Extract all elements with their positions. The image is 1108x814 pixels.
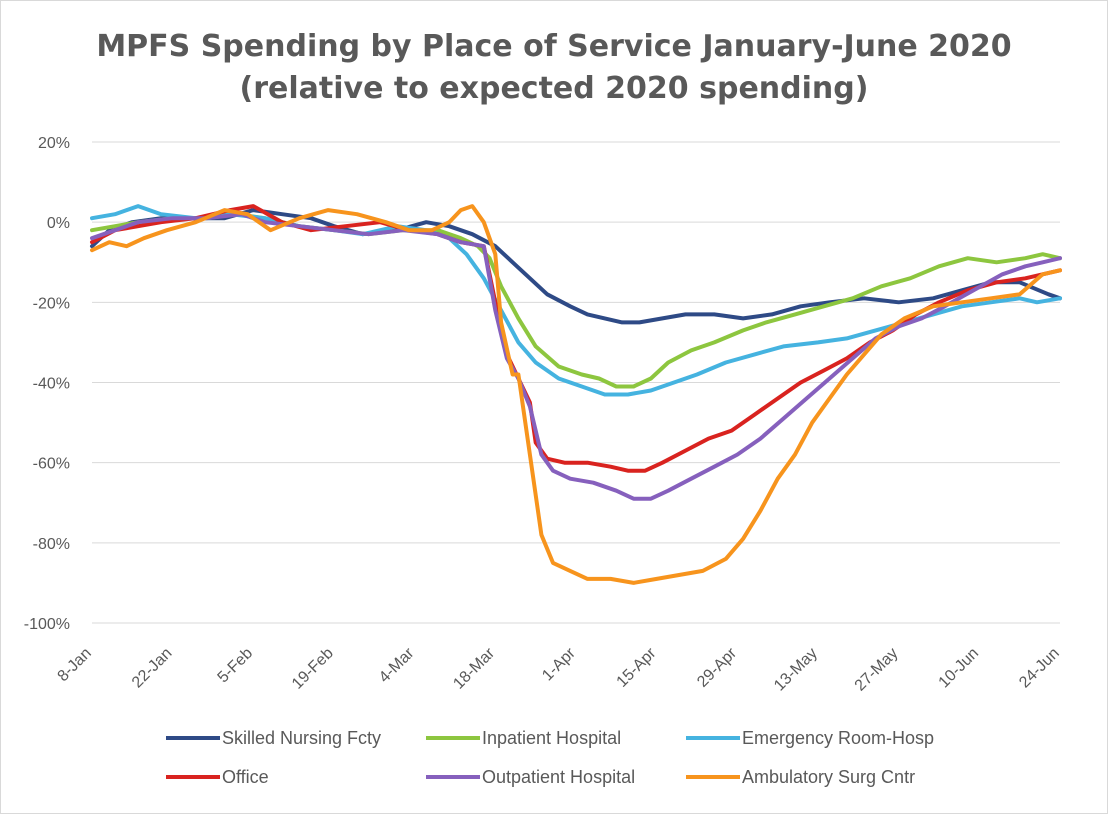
legend-item: Inpatient Hospital (426, 727, 621, 749)
legend-label: Inpatient Hospital (482, 727, 622, 748)
legend-label: Outpatient Hospital (482, 766, 636, 787)
x-axis-tick-labels: 8-Jan 22-Jan 5-Feb 19-Feb 4-Mar 18-Mar 1-Apr 15… (55, 644, 1063, 694)
y-tick-label: -40% (33, 376, 70, 393)
x-tick-label: 18-Mar (450, 644, 498, 692)
legend-swatch (166, 736, 220, 740)
series-line-office (90, 204, 1062, 473)
legend-label: Skilled Nursing Fcty (222, 727, 382, 748)
legend-label: Emergency Room-Hosp (742, 727, 935, 748)
legend-swatch (426, 775, 480, 779)
x-tick-label: 29-Apr (694, 644, 740, 690)
legend-swatch (686, 736, 740, 740)
legend-item: Ambulatory Surg Cntr (686, 766, 915, 788)
x-tick-label: 4-Mar (376, 644, 418, 686)
legend-item: Outpatient Hospital (426, 766, 635, 788)
legend-swatch (426, 736, 480, 740)
legend-swatch (686, 775, 740, 779)
x-tick-label: 1-Apr (539, 644, 579, 684)
x-tick-label: 24-Jun (1016, 645, 1063, 692)
y-tick-label: -20% (33, 295, 70, 312)
series-lines (90, 204, 1062, 585)
x-tick-label: 15-Apr (614, 644, 660, 690)
y-tick-label: -100% (24, 616, 70, 633)
x-tick-label: 13-May (771, 645, 821, 695)
x-tick-label: 27-May (852, 645, 902, 695)
y-tick-label: 20% (38, 135, 70, 152)
y-axis-tick-labels: 20% 0% -20% -40% -60% -80% -100% (24, 135, 70, 633)
chart-title: MPFS Spending by Place of Service Januar… (0, 26, 1108, 110)
x-tick-label: 8-Jan (55, 645, 95, 685)
chart-title-line1: MPFS Spending by Place of Service Januar… (96, 29, 1012, 64)
series-line-ambulatory-surg-cntr (90, 204, 1062, 585)
x-tick-label: 19-Feb (289, 645, 337, 693)
y-tick-label: -60% (33, 456, 70, 473)
legend-item: Office (166, 766, 269, 788)
x-tick-label: 10-Jun (936, 645, 983, 692)
x-tick-label: 22-Jan (129, 645, 176, 692)
y-tick-label: 0% (47, 215, 70, 232)
legend-item: Skilled Nursing Fcty (166, 727, 381, 749)
legend-label: Ambulatory Surg Cntr (742, 766, 916, 787)
y-tick-label: -80% (33, 536, 70, 553)
x-tick-label: 5-Feb (215, 645, 257, 687)
series-line-skilled-nursing-fcty (90, 208, 1062, 325)
legend-label: Office (222, 766, 269, 787)
legend-item: Emergency Room-Hosp (686, 727, 934, 749)
series-line-outpatient-hospital (90, 212, 1062, 501)
chart-subtitle: (relative to expected 2020 spending) (239, 71, 869, 106)
legend-swatch (166, 775, 220, 779)
